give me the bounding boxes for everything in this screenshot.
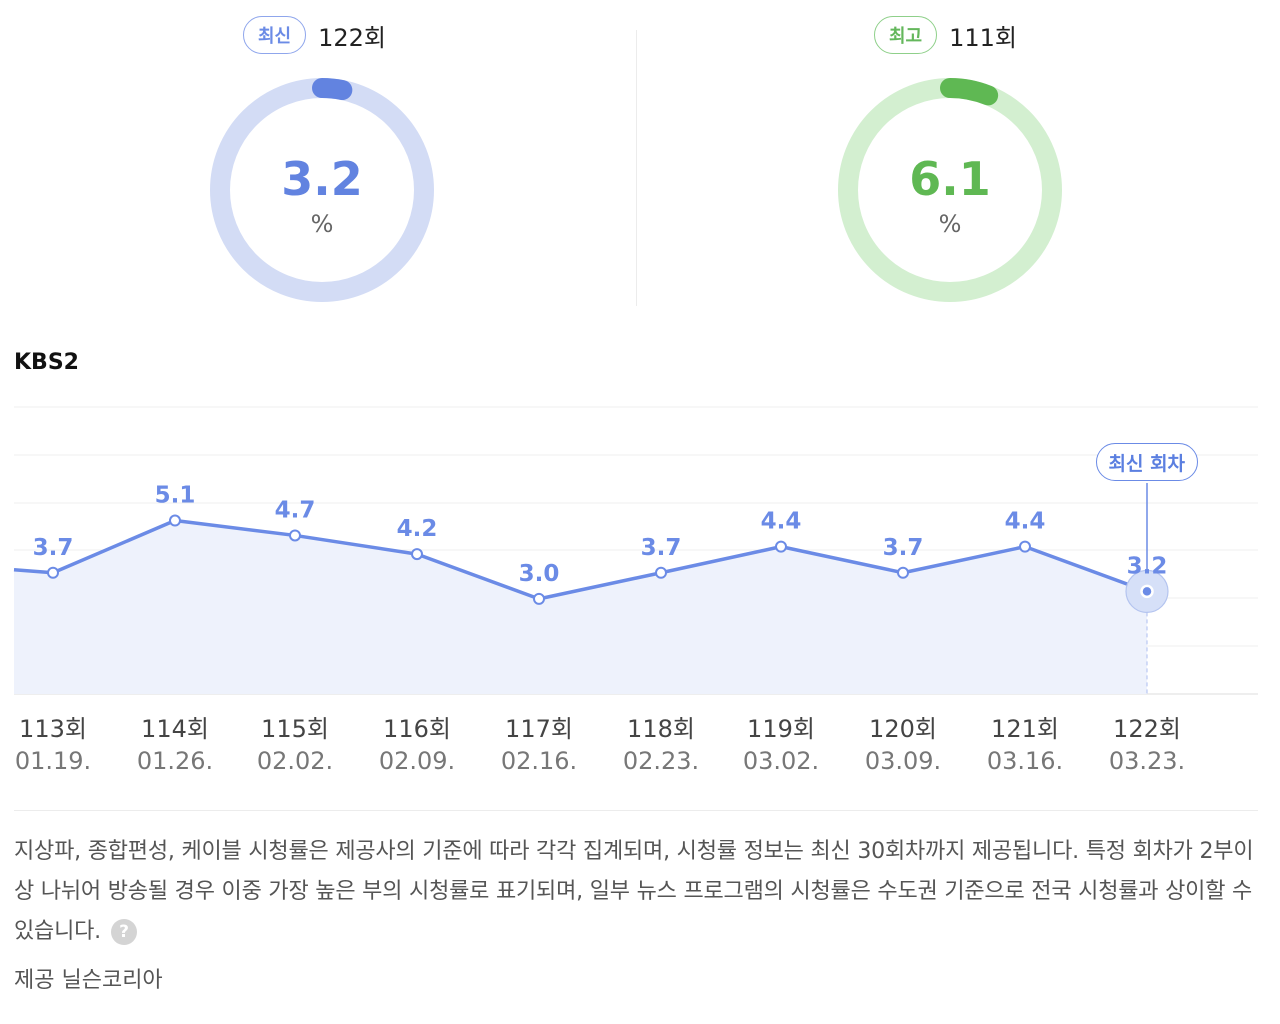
x-tick-episode: 115회: [261, 715, 329, 743]
data-point: [775, 540, 787, 553]
x-tick-episode: 121회: [991, 715, 1059, 743]
data-label: 3.7: [641, 535, 682, 561]
x-tick-episode: 122회: [1113, 715, 1181, 743]
latest-rating-unit: %: [310, 210, 334, 238]
x-tick-date: 02.23.: [623, 747, 699, 775]
data-label: 4.4: [761, 509, 802, 535]
data-point: [897, 566, 909, 579]
x-tick-date: 01.26.: [137, 747, 213, 775]
x-tick-episode: 114회: [141, 715, 209, 743]
x-tick-date: 03.09.: [865, 747, 941, 775]
data-label: 4.2: [397, 516, 438, 542]
latest-episode-tag: 최신 회차: [1095, 443, 1199, 481]
data-label: 3.2: [1127, 553, 1168, 579]
data-point: [533, 592, 545, 605]
x-tick-date: 03.02.: [743, 747, 819, 775]
x-tick-episode: 118회: [627, 715, 695, 743]
best-rating-donut: 6.1 %: [830, 70, 1070, 310]
x-tick-episode: 113회: [19, 715, 87, 743]
best-donut-arc: [838, 78, 1062, 302]
best-badge: 최고: [874, 16, 938, 54]
best-rating-value: 6.1: [909, 152, 991, 206]
summary-divider: [636, 30, 637, 306]
latest-episode: 122회: [318, 23, 387, 52]
data-label: 3.0: [519, 561, 560, 587]
data-label: 4.7: [275, 497, 316, 523]
data-point: [1019, 540, 1031, 553]
data-provider: 제공 닐슨코리아: [14, 968, 163, 993]
notice-text: 지상파, 종합편성, 케이블 시청률은 제공사의 기준에 따라 각각 집계되며,…: [14, 839, 1254, 944]
data-label: 3.7: [33, 535, 74, 561]
line-area-fill: [14, 520, 1147, 694]
x-tick-date: 03.23.: [1109, 747, 1185, 775]
latest-badge: 최신: [243, 16, 307, 54]
data-point: [47, 566, 59, 579]
data-label: 5.1: [155, 483, 196, 509]
data-label: 3.7: [883, 535, 924, 561]
x-tick-date: 02.02.: [257, 747, 333, 775]
latest-donut-chart: [210, 78, 434, 302]
latest-header: 최신 122회: [243, 16, 386, 54]
latest-rating-value: 3.2: [281, 152, 363, 206]
best-rating-unit: %: [938, 210, 962, 238]
data-point: [289, 529, 301, 542]
data-point: [169, 514, 181, 527]
latest-rating-donut: 3.2 %: [202, 70, 442, 310]
x-tick-episode: 117회: [505, 715, 573, 743]
x-tick-episode: 119회: [747, 715, 815, 743]
data-point: [1140, 584, 1154, 599]
rating-summary: 최신 122회 3.2 % 최고 111회 6.1 %: [0, 0, 1280, 320]
best-episode: 111회: [949, 23, 1018, 52]
rating-notice: 지상파, 종합편성, 케이블 시청률은 제공사의 기준에 따라 각각 집계되며,…: [14, 832, 1254, 952]
x-tick-date: 02.16.: [501, 747, 577, 775]
data-label: 4.4: [1005, 509, 1046, 535]
help-icon[interactable]: ?: [110, 919, 137, 945]
data-point: [655, 566, 667, 579]
notice-divider: [14, 810, 1258, 811]
x-tick-date: 03.16.: [987, 747, 1063, 775]
x-tick-episode: 116회: [383, 715, 451, 743]
best-header: 최고 111회: [874, 16, 1017, 54]
channel-title: KBS2: [14, 350, 79, 375]
best-donut-chart: [838, 78, 1062, 302]
rating-line-chart: 3.7 113회 01.19. 5.1 114회 01.26. 4.7 115회 02.02. 4…: [13, 406, 1258, 775]
x-tick-episode: 120회: [869, 715, 937, 743]
data-point: [411, 548, 423, 561]
x-tick-date: 01.19.: [15, 747, 91, 775]
x-tick-date: 02.09.: [379, 747, 455, 775]
latest-donut-arc: [210, 78, 434, 302]
